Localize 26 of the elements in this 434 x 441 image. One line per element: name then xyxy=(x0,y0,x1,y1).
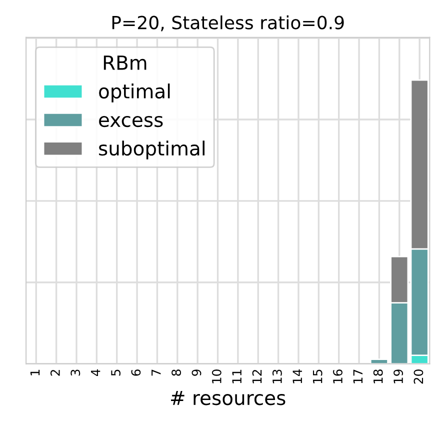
legend-title: RBm xyxy=(104,56,146,70)
legend-label: suboptimal xyxy=(99,140,204,160)
chart-title: P=20, Stateless ratio=0.9 xyxy=(112,15,344,32)
x-tick-label: 12 xyxy=(252,370,262,384)
x-tick-label: 7 xyxy=(152,370,161,376)
x-tick-label: 3 xyxy=(70,370,80,376)
x-tick-label: 19 xyxy=(394,370,404,384)
x-tick-label: 4 xyxy=(91,369,100,376)
x-tick-label: 9 xyxy=(192,370,202,376)
legend-label: optimal xyxy=(99,84,170,102)
x-tick-label: 11 xyxy=(232,370,242,384)
x-tick-label: 18 xyxy=(373,370,383,384)
x-tick-label: 2 xyxy=(50,370,60,376)
x-tick-label: 13 xyxy=(272,370,282,384)
x-tick-label: 14 xyxy=(292,369,302,384)
x-tick-label: 15 xyxy=(313,370,322,384)
x-tick-label: 17 xyxy=(353,370,362,384)
x-tick-label: 10 xyxy=(212,370,222,384)
x-axis-title: # resources xyxy=(171,390,286,406)
x-tick-label: 20 xyxy=(414,370,424,384)
x-tick-label: 6 xyxy=(131,369,141,376)
legend-label: excess xyxy=(99,116,163,128)
x-tick-label: 5 xyxy=(111,370,120,376)
x-tick-label: 8 xyxy=(172,370,182,376)
x-tick-label: 16 xyxy=(333,369,342,384)
x-tick-label: 1 xyxy=(30,370,40,376)
